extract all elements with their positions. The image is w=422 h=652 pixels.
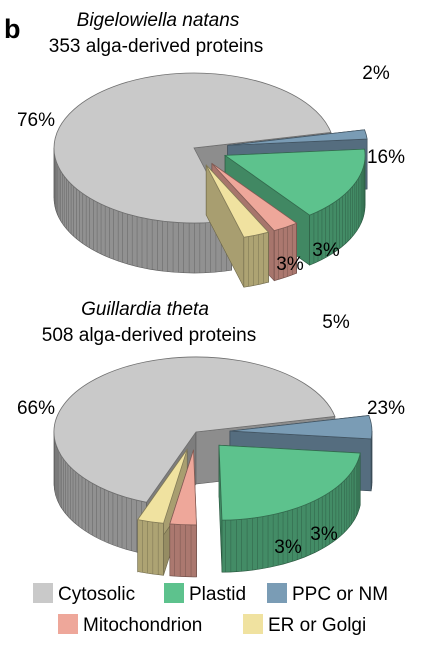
pie-labels: 76% 2% 16% 3% 3% [17, 63, 405, 275]
legend-swatch [243, 614, 263, 634]
slice-percent-label: 66% [17, 398, 55, 419]
pie-chart-guillardia: Guillardia theta 508 alga-derived protei… [17, 299, 405, 578]
slice-outer-wall [243, 231, 269, 288]
legend-label: ER or Golgi [268, 615, 366, 636]
legend-swatch [33, 583, 53, 603]
slice-outer-wall [169, 523, 197, 578]
slice-top-face [53, 356, 336, 503]
legend-item-cytosolic: Cytosolic [33, 583, 135, 605]
slice-top-face [211, 163, 298, 232]
slice-percent-label: 3% [310, 524, 338, 545]
legend-label: PPC or NM [292, 584, 388, 605]
legend-label: Cytosolic [58, 584, 135, 605]
legend: Cytosolic Plastid PPC or NM Mitochondrio… [33, 583, 388, 636]
legend-swatch [164, 583, 184, 603]
pie-slices [53, 356, 373, 578]
chart-title: Guillardia theta [81, 299, 209, 320]
legend-item-mitochondrion: Mitochondrion [58, 614, 202, 636]
legend-item-er-or-golgi: ER or Golgi [243, 614, 366, 636]
slice-top-face [169, 449, 197, 526]
panel-label: b [4, 14, 21, 44]
legend-label: Plastid [189, 584, 246, 605]
slice-percent-label: 5% [322, 312, 350, 333]
chart-title: Bigelowiella natans [77, 10, 240, 31]
pie-slice-plastid [218, 444, 361, 573]
pie-labels: 66% 5% 23% 3% 3% [17, 312, 405, 558]
slice-top-face [53, 72, 332, 224]
legend-label: Mitochondrion [83, 615, 202, 636]
pie-chart-bigelowiella: Bigelowiella natans 353 alga-derived pro… [17, 10, 405, 288]
legend-swatch [58, 614, 78, 634]
slice-percent-label: 16% [367, 147, 405, 168]
slice-top-face [137, 449, 188, 524]
slice-top-face [229, 415, 373, 440]
slice-top-face [223, 148, 366, 216]
slice-top-face [205, 164, 270, 238]
pie-slice-er-or-golgi [137, 448, 188, 576]
slice-outer-wall [137, 519, 164, 576]
legend-swatch [267, 583, 287, 603]
slice-top-face [227, 129, 368, 146]
pie-slice-mitochondrion [169, 449, 197, 578]
pie-slice-er-or-golgi [205, 164, 270, 288]
legend-item-ppc-or-nm: PPC or NM [267, 583, 388, 605]
slice-percent-label: 3% [312, 240, 340, 261]
legend-item-plastid: Plastid [164, 583, 246, 605]
pie-slices [53, 72, 368, 288]
chart-subtitle: 353 alga-derived proteins [49, 36, 263, 57]
slice-percent-label: 3% [276, 254, 304, 275]
slice-percent-label: 2% [362, 63, 390, 84]
slice-percent-label: 76% [17, 110, 55, 131]
slice-top-face [218, 444, 361, 521]
chart-subtitle: 508 alga-derived proteins [42, 325, 256, 346]
slice-percent-label: 3% [274, 537, 302, 558]
slice-percent-label: 23% [367, 398, 405, 419]
